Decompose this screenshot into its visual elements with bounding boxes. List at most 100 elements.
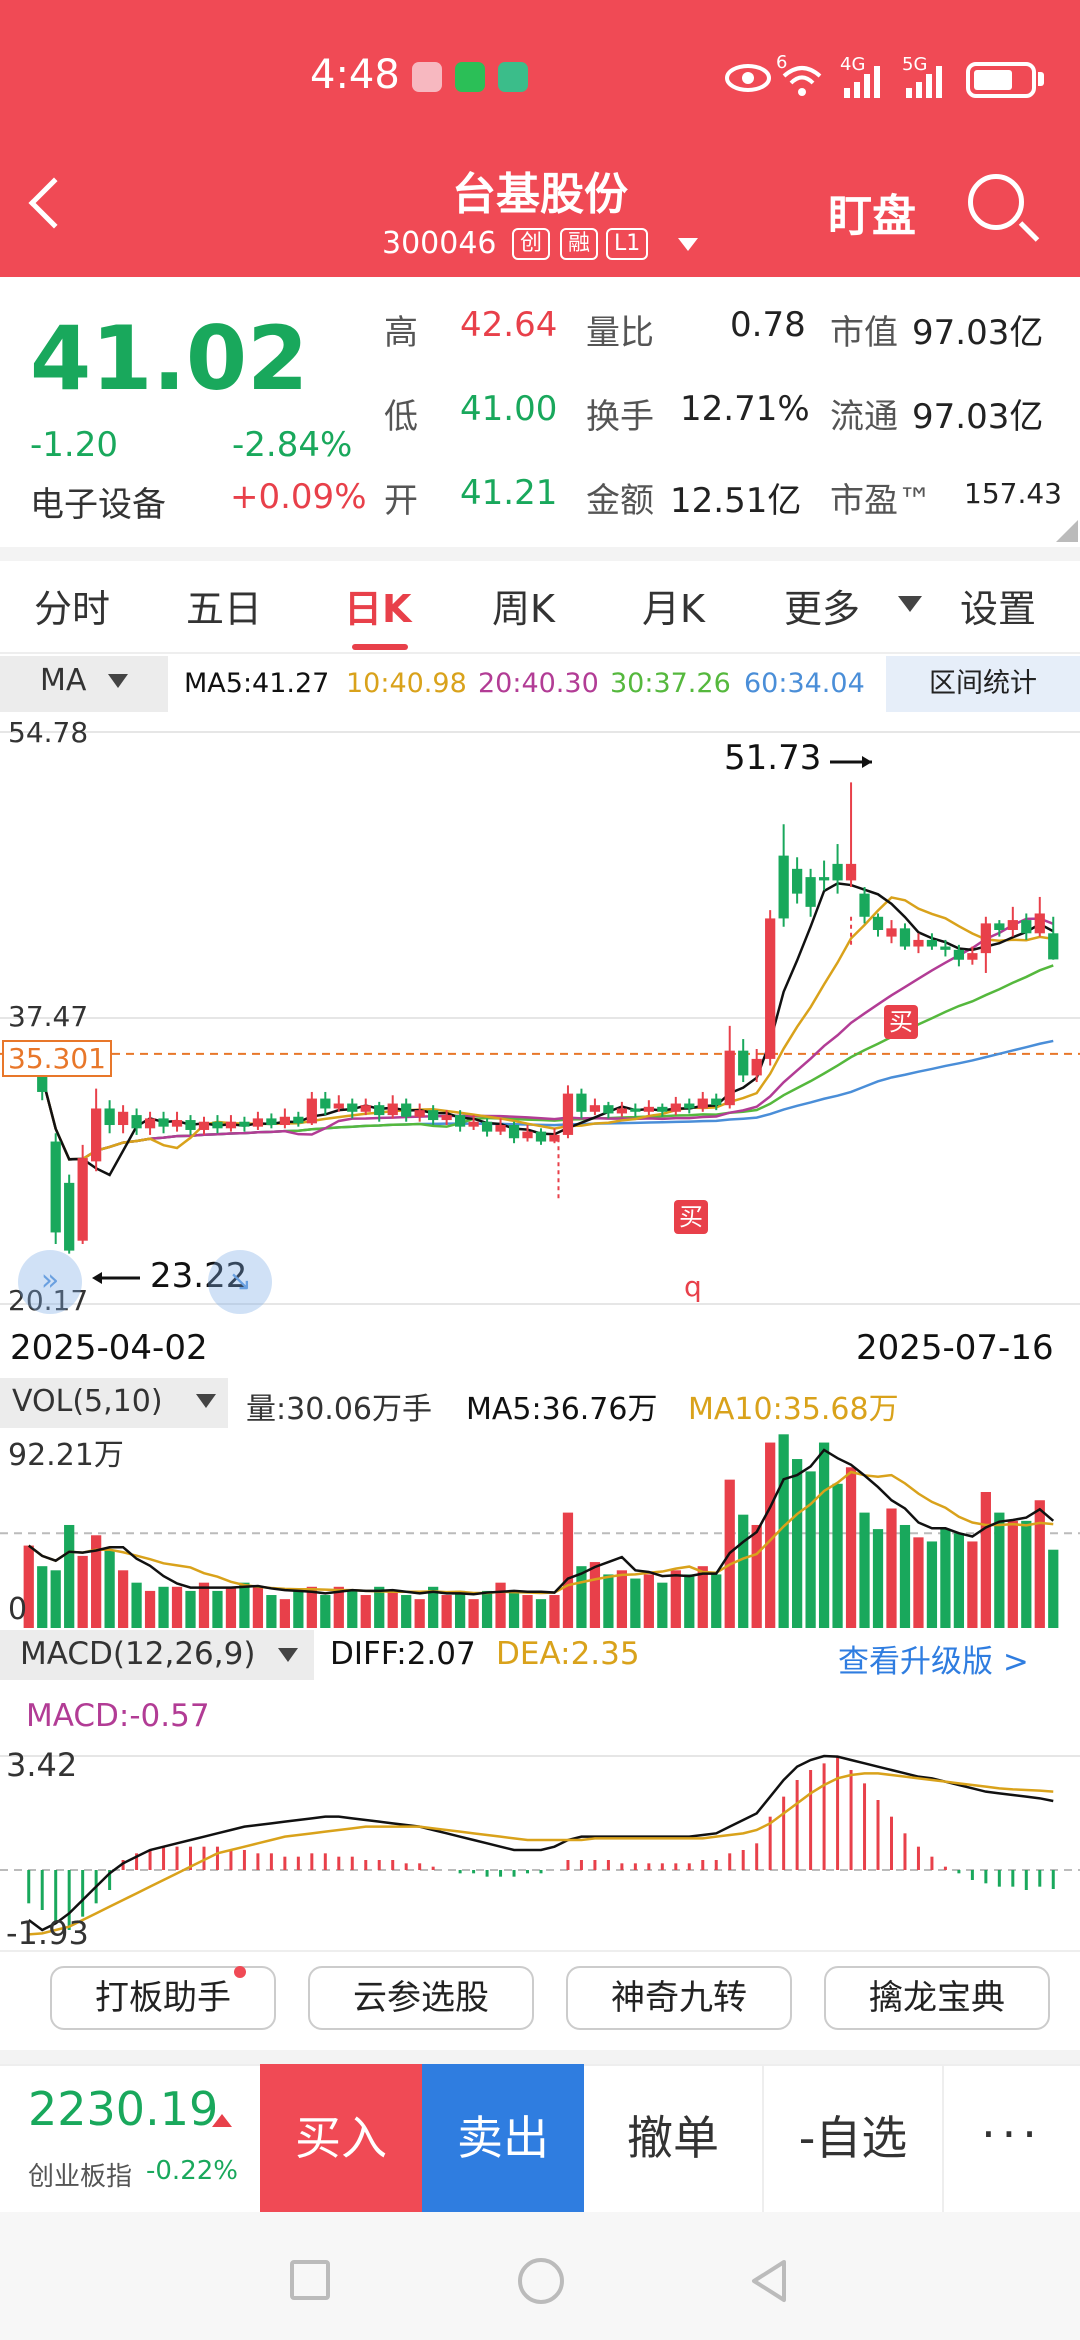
cancel-order-button[interactable]: 撤单 <box>584 2064 764 2212</box>
open-label: 开 <box>384 481 418 521</box>
vol-ma10: MA10:35.68万 <box>688 1392 899 1427</box>
sector-name[interactable]: 电子设备 <box>30 485 166 525</box>
volume-bar <box>293 1590 304 1628</box>
candle-body <box>657 1106 668 1112</box>
candle <box>198 1116 210 1135</box>
ma5-value: MA5:41.27 <box>184 668 330 699</box>
tab-more[interactable]: 更多 <box>784 587 861 631</box>
price-change: -1.20 <box>30 425 118 465</box>
tab-daily-k[interactable]: 日K <box>344 587 412 631</box>
high-label: 高 <box>384 313 418 353</box>
more-menu-button[interactable]: ··· <box>981 2107 1043 2161</box>
macd-selector[interactable] <box>0 1630 314 1680</box>
macd-dropdown-icon[interactable] <box>278 1648 298 1662</box>
volume-bar <box>252 1586 264 1628</box>
volume-bar <box>940 1529 951 1628</box>
volume-bar <box>926 1541 938 1628</box>
buy-signal-marker-2[interactable]: 买 <box>674 1200 708 1234</box>
volume-bar <box>117 1570 129 1628</box>
buy-signal-marker[interactable]: 买 <box>884 1005 918 1039</box>
tool-dragon-guide[interactable]: 擒龙宝典 <box>824 1966 1050 2030</box>
volume-bar <box>171 1586 183 1628</box>
volume-bar <box>225 1586 237 1628</box>
candle <box>940 939 951 957</box>
tab-settings[interactable]: 设置 <box>960 587 1037 631</box>
candle-body <box>198 1121 210 1130</box>
candle <box>684 1098 695 1114</box>
candle <box>872 913 884 937</box>
candle-body <box>171 1120 183 1127</box>
candle-body <box>508 1125 520 1139</box>
network-type-label: 6 <box>776 52 788 73</box>
kline-chart[interactable] <box>0 712 1080 1324</box>
candle-body <box>117 1111 129 1126</box>
home-icon[interactable] <box>518 2258 564 2304</box>
notification-dot <box>234 1966 246 1978</box>
candle-body <box>994 923 1005 930</box>
scroll-left-icon[interactable]: » <box>18 1250 82 1314</box>
vol-selector[interactable] <box>0 1378 228 1428</box>
ma20-value: 20:40.30 <box>478 668 599 699</box>
volume-bar <box>495 1582 506 1628</box>
tab-five-day[interactable]: 五日 <box>186 587 263 631</box>
expand-corner-icon[interactable] <box>1056 520 1078 542</box>
candle <box>818 860 830 891</box>
date-start: 2025-04-02 <box>10 1328 208 1368</box>
tool-magic-nine[interactable]: 神奇九转 <box>566 1966 792 2030</box>
candle-body <box>643 1106 654 1112</box>
tool-cloud-stock-pick[interactable]: 云参选股 <box>308 1966 534 2030</box>
candle <box>225 1115 237 1132</box>
recent-apps-icon[interactable] <box>290 2260 330 2300</box>
candle-body <box>252 1118 264 1127</box>
volume-bar <box>212 1590 223 1628</box>
macd-diff: DIFF:2.07 <box>330 1636 476 1672</box>
macd-selector-label: MACD(12,26,9) <box>20 1636 256 1672</box>
volume-bar <box>454 1590 466 1628</box>
tab-monthly-k[interactable]: 月K <box>642 587 705 631</box>
candle-body <box>77 1158 88 1241</box>
candle <box>306 1091 317 1126</box>
ma-dropdown-icon[interactable] <box>108 674 128 688</box>
volume-bar <box>967 1541 978 1628</box>
tab-weekly-k[interactable]: 周K <box>492 587 555 631</box>
macd-chart[interactable] <box>0 1740 1080 1950</box>
sell-button[interactable]: 卖出 <box>422 2064 584 2212</box>
upgrade-link[interactable]: 查看升级版 > <box>838 1644 1029 1680</box>
volume-bar <box>549 1595 560 1628</box>
buy-button[interactable]: 买入 <box>260 2064 422 2212</box>
candle-body <box>899 928 911 947</box>
candle <box>266 1113 277 1129</box>
candle-body <box>454 1115 466 1127</box>
back-icon[interactable] <box>748 2258 788 2304</box>
float-cap-label: 流通 <box>830 397 898 437</box>
volume-bar <box>77 1555 88 1628</box>
volume-chart[interactable] <box>0 1428 1080 1628</box>
stock-switch-dropdown-icon[interactable] <box>678 238 698 251</box>
more-dropdown-icon[interactable] <box>898 596 922 612</box>
expand-chart-icon[interactable]: ↘ <box>208 1250 272 1314</box>
candle-body <box>697 1098 708 1109</box>
candle-body <box>185 1120 196 1130</box>
volume-bar <box>576 1566 587 1628</box>
candle <box>252 1111 264 1130</box>
volume-bar <box>913 1537 924 1628</box>
remove-watchlist-button[interactable]: -自选 <box>764 2064 944 2212</box>
huawei-app-icon <box>412 62 442 92</box>
volume-bar <box>684 1574 695 1628</box>
index-value[interactable]: 2230.19 <box>28 2082 219 2136</box>
range-stats-button[interactable]: 区间统计 <box>886 656 1080 712</box>
candle <box>387 1095 398 1119</box>
vol-qty: 量:30.06万手 <box>246 1392 432 1427</box>
search-icon[interactable] <box>968 174 1024 230</box>
vol-dropdown-icon[interactable] <box>196 1394 216 1408</box>
watch-button[interactable]: 盯盘 <box>828 191 916 242</box>
network-4g-label: 4G <box>840 54 866 75</box>
ma60-value: 60:34.04 <box>744 668 865 699</box>
diff-line <box>27 1754 1054 1932</box>
candle <box>603 1101 614 1119</box>
volume-bar <box>428 1586 439 1628</box>
volume-bar <box>778 1434 789 1628</box>
candle <box>185 1115 196 1135</box>
ma-selector[interactable] <box>0 656 168 712</box>
tab-intraday[interactable]: 分时 <box>34 587 111 631</box>
